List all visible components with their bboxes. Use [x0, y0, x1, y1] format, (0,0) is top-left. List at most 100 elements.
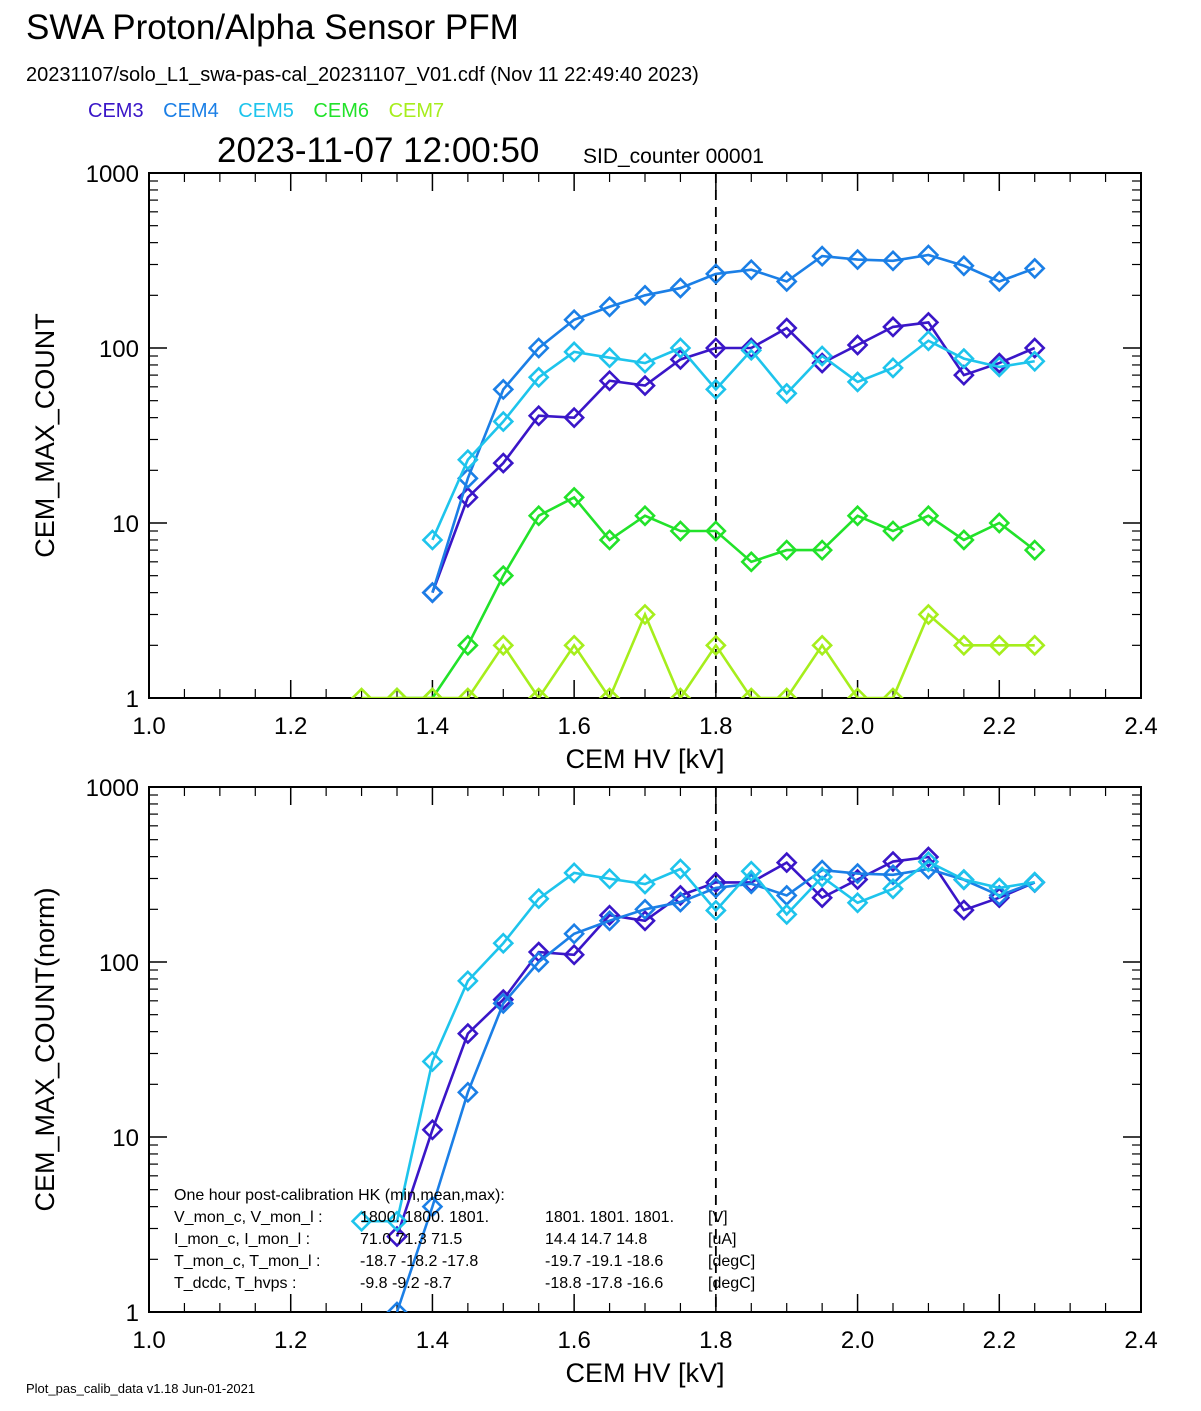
hk-row-c-values: 1800. 1800. 1801.	[360, 1209, 489, 1226]
data-point-cem6	[705, 520, 727, 542]
data-point-cem6	[457, 634, 479, 657]
data-point-cem7	[527, 687, 550, 698]
data-point-cem5	[988, 356, 1011, 378]
hk-summary-box: One hour post-calibration HK (min,mean,m…	[174, 1187, 755, 1292]
legend-entry-cem3: CEM3	[88, 100, 144, 122]
data-point-cem5	[492, 932, 515, 955]
data-point-cem3	[811, 886, 833, 909]
data-point-cem4	[598, 295, 621, 318]
data-point-cem5	[350, 1210, 373, 1233]
data-point-cem5	[917, 850, 940, 873]
data-point-cem3	[705, 337, 727, 359]
data-point-cem4	[598, 909, 621, 932]
data-point-cem4	[988, 270, 1011, 293]
legend: CEM3 CEM4 CEM5 CEM6 CEM7	[88, 100, 458, 123]
data-point-cem5	[705, 378, 727, 401]
data-point-cem5	[811, 345, 833, 367]
y-axis-label: CEM_MAX_COUNT	[30, 313, 60, 558]
data-point-cem4	[705, 877, 727, 899]
series-cem5	[421, 329, 1046, 551]
data-point-cem3	[386, 1225, 408, 1248]
y-tick-label: 100	[99, 336, 139, 363]
data-point-cem4	[386, 1301, 408, 1312]
data-point-cem5	[598, 346, 621, 369]
data-point-cem5	[917, 329, 940, 352]
data-point-cem5	[846, 891, 869, 914]
x-tick-label: 2.0	[841, 713, 874, 740]
data-point-cem7	[634, 603, 656, 626]
data-point-cem4	[740, 258, 763, 281]
data-point-cem5	[1023, 350, 1046, 373]
series-line	[361, 611, 1035, 698]
x-tick-label: 1.6	[557, 1327, 590, 1354]
hk-heading: One hour post-calibration HK (min,mean,m…	[174, 1187, 505, 1204]
x-tick-label: 2.4	[1124, 713, 1157, 740]
data-point-cem5	[775, 903, 798, 926]
data-point-cem3	[846, 334, 869, 356]
data-point-cem6	[598, 529, 621, 551]
data-point-cem6	[527, 504, 550, 527]
data-point-cem7	[775, 687, 798, 698]
y-tick-label: 10	[112, 511, 139, 538]
data-point-cem4	[882, 249, 904, 272]
hk-row-l-values: -19.7 -19.1 -18.6	[545, 1253, 663, 1270]
data-point-cem5	[1023, 871, 1046, 893]
data-point-cem4	[634, 898, 656, 921]
data-point-cem3	[705, 871, 727, 894]
data-point-cem3	[917, 846, 940, 868]
series-line	[361, 860, 1035, 1223]
data-point-cem4	[457, 1081, 479, 1104]
hk-row-c-values: -18.7 -18.2 -17.8	[360, 1253, 478, 1270]
data-point-cem7	[740, 687, 763, 698]
data-point-cem7	[386, 687, 408, 698]
plot-2: 1.0 1.2 1.4 1.6 1.8 2.0 2.2 2.4 1 10 100 1000 CEM HV…	[30, 775, 1158, 1388]
data-point-cem7	[492, 634, 515, 657]
data-point-cem6	[846, 504, 869, 527]
data-point-cem6	[492, 564, 515, 587]
x-tick-label: 2.0	[841, 1327, 874, 1354]
data-point-cem3	[953, 899, 975, 921]
plot-1: 1.0 1.2 1.4 1.6 1.8 2.0 2.2 2.4 1 10 100 1000 CEM HV…	[30, 161, 1158, 774]
data-point-cem3	[669, 884, 692, 907]
data-point-cem4	[527, 337, 550, 359]
series-cem3	[421, 311, 1046, 604]
data-point-cem3	[527, 404, 550, 427]
data-point-cem4	[492, 378, 515, 401]
data-point-cem5	[457, 970, 479, 992]
data-point-cem4	[1023, 257, 1046, 280]
data-point-cem7	[917, 603, 940, 626]
data-point-cem3	[775, 317, 798, 339]
data-point-cem6	[563, 486, 585, 509]
data-point-cem4	[846, 862, 869, 885]
page-title: SWA Proton/Alpha Sensor PFM	[26, 8, 519, 47]
y-tick-label: 100	[99, 950, 139, 977]
legend-entry-cem4: CEM4	[163, 100, 219, 122]
data-point-cem7	[457, 687, 479, 698]
x-tick-label: 1.8	[699, 1327, 732, 1354]
data-point-cem5	[457, 448, 479, 471]
series-cem5	[350, 850, 1046, 1233]
data-point-cem6	[988, 512, 1011, 534]
data-point-cem3	[457, 1022, 479, 1045]
data-point-cem3	[740, 337, 763, 359]
x-tick-label: 1.4	[416, 1327, 449, 1354]
data-point-cem5	[598, 867, 621, 890]
hk-row-label: I_mon_c, I_mon_l :	[174, 1231, 310, 1248]
data-point-cem7	[953, 634, 975, 657]
data-point-cem3	[421, 1118, 444, 1141]
data-point-cem4	[563, 308, 585, 331]
x-axis-label: CEM HV [kV]	[565, 1358, 724, 1388]
data-point-cem5	[953, 868, 975, 891]
data-point-cem7	[705, 634, 727, 657]
data-point-cem6	[1023, 539, 1046, 561]
data-point-cem6	[882, 520, 904, 542]
data-point-cem4	[492, 992, 515, 1015]
data-point-cem5	[669, 337, 692, 359]
data-point-cem4	[563, 922, 585, 945]
data-point-cem6	[634, 504, 656, 527]
data-point-cem5	[386, 1210, 408, 1233]
legend-entry-cem7: CEM7	[388, 100, 445, 122]
data-point-cem4	[634, 284, 656, 307]
x-tick-label: 1.6	[557, 713, 590, 740]
